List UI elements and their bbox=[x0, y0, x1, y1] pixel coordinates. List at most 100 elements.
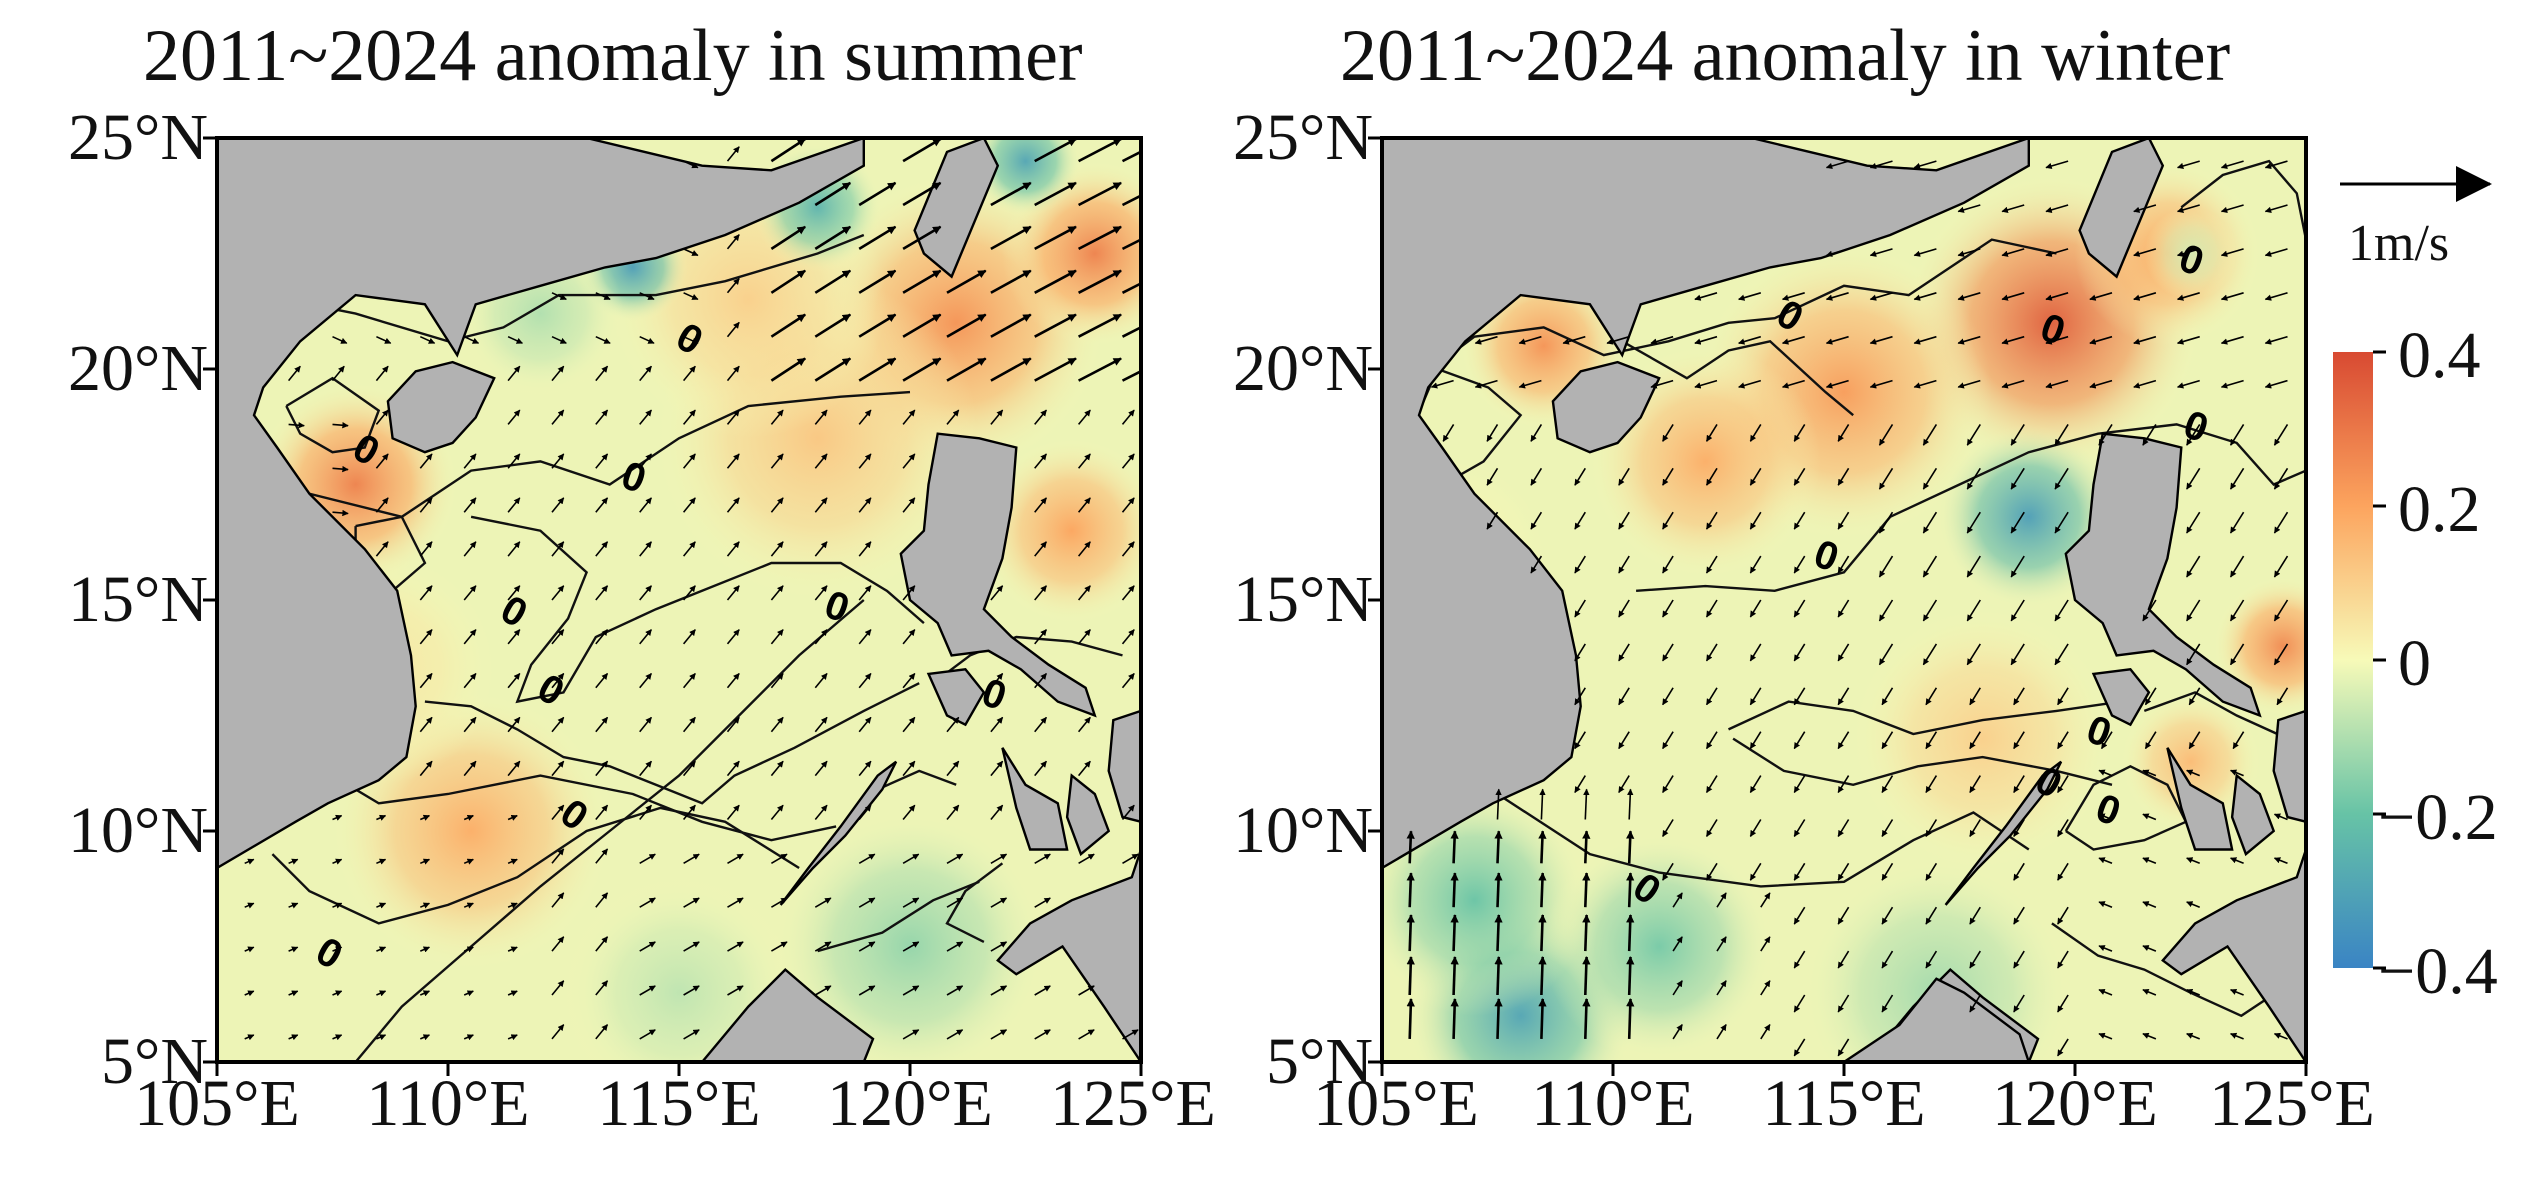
velocity-arrow bbox=[1793, 775, 1806, 794]
velocity-arrow bbox=[639, 409, 653, 425]
velocity-arrow bbox=[902, 672, 916, 689]
velocity-arrow bbox=[2098, 945, 2113, 952]
velocity-arrow bbox=[1969, 775, 1981, 794]
velocity-arrow bbox=[1034, 985, 1051, 996]
velocity-arrow bbox=[1121, 409, 1135, 425]
velocity-arrow bbox=[2229, 599, 2245, 622]
velocity-arrow bbox=[2273, 813, 2288, 821]
velocity-arrow bbox=[2264, 379, 2288, 389]
velocity-arrow bbox=[990, 585, 1004, 601]
velocity-arrow bbox=[1530, 467, 1543, 486]
velocity-arrow bbox=[1749, 555, 1762, 574]
lat-label-25n: 25°N bbox=[1232, 101, 1373, 174]
velocity-arrow bbox=[332, 422, 349, 429]
velocity-arrow bbox=[726, 672, 740, 689]
velocity-arrow bbox=[507, 760, 521, 777]
velocity-arrow bbox=[1034, 760, 1048, 777]
velocity-arrow bbox=[1662, 775, 1674, 794]
velocity-arrow bbox=[1749, 687, 1762, 706]
velocity-arrow bbox=[814, 585, 828, 601]
velocity-arrow bbox=[726, 234, 740, 250]
velocity-arrow bbox=[727, 941, 744, 952]
velocity-arrow bbox=[639, 941, 656, 952]
velocity-arrow bbox=[1450, 830, 1459, 864]
velocity-arrow bbox=[419, 990, 430, 997]
velocity-arrow bbox=[1662, 687, 1674, 706]
velocity-arrow bbox=[376, 990, 387, 997]
zero-contour-line bbox=[2051, 922, 2284, 1018]
velocity-arrow bbox=[814, 453, 828, 469]
velocity-arrow bbox=[1925, 731, 1938, 750]
velocity-arrow bbox=[990, 760, 1004, 777]
lon-label-115e: 115°E bbox=[597, 1067, 761, 1140]
velocity-arrow bbox=[332, 814, 343, 821]
velocity-arrow bbox=[2142, 857, 2157, 865]
anomaly-blob bbox=[979, 438, 1141, 624]
velocity-arrow bbox=[2273, 555, 2289, 578]
velocity-arrow bbox=[814, 225, 852, 250]
velocity-arrow bbox=[1705, 643, 1718, 662]
velocity-arrow bbox=[463, 453, 477, 469]
land-polygon bbox=[996, 849, 1141, 1062]
velocity-arrow bbox=[946, 804, 960, 821]
velocity-arrow bbox=[1034, 897, 1051, 908]
velocity-arrow bbox=[2013, 687, 2025, 706]
velocity-arrow bbox=[726, 453, 740, 469]
velocity-arrow bbox=[1749, 467, 1762, 486]
velocity-arrow bbox=[990, 357, 1032, 382]
velocity-arrow bbox=[1694, 335, 1718, 345]
velocity-arrow bbox=[595, 365, 609, 382]
velocity-arrow bbox=[2057, 687, 2069, 706]
velocity-arrow bbox=[1793, 819, 1806, 837]
velocity-arrow bbox=[2273, 857, 2288, 865]
velocity-arrow bbox=[1618, 555, 1630, 574]
land-mass bbox=[1382, 138, 2306, 1062]
anomaly-blob bbox=[1853, 609, 2112, 868]
velocity-arrow bbox=[551, 716, 565, 733]
velocity-arrow bbox=[1662, 423, 1674, 442]
velocity-arrow bbox=[1694, 292, 1718, 301]
anomaly-blob bbox=[970, 138, 1081, 217]
velocity-arrow bbox=[946, 853, 964, 864]
velocity-arrow bbox=[858, 804, 872, 821]
velocity-arrow bbox=[814, 181, 852, 207]
velocity-arrow bbox=[2010, 599, 2025, 622]
velocity-arrow bbox=[770, 269, 806, 294]
velocity-arrow bbox=[1538, 914, 1547, 952]
velocity-arrow bbox=[683, 1029, 700, 1040]
velocity-vectors bbox=[244, 138, 1141, 1041]
velocity-arrow bbox=[2010, 555, 2025, 578]
velocity-arrow bbox=[507, 409, 521, 425]
velocity-arrow bbox=[2142, 423, 2157, 446]
velocity-arrow bbox=[1442, 423, 1455, 442]
velocity-arrow bbox=[1881, 994, 1894, 1013]
velocity-arrow bbox=[1922, 555, 1938, 578]
velocity-arrow bbox=[1034, 225, 1077, 251]
velocity-arrow bbox=[639, 716, 653, 733]
velocity-arrow bbox=[1034, 672, 1048, 689]
velocity-arrow bbox=[2010, 423, 2025, 446]
colorbar-tick-label: −0.2 bbox=[2378, 781, 2498, 854]
velocity-arrow bbox=[419, 335, 436, 344]
velocity-arrow bbox=[595, 541, 609, 557]
velocity-arrow bbox=[1837, 643, 1850, 662]
zero-contour-line bbox=[239, 390, 911, 519]
velocity-arrow bbox=[2057, 950, 2069, 969]
velocity-arrow bbox=[2010, 643, 2025, 666]
velocity-arrow bbox=[2142, 769, 2157, 777]
velocity-arrow bbox=[2045, 204, 2069, 213]
velocity-arrow bbox=[2089, 335, 2113, 345]
velocity-arrow bbox=[2220, 160, 2244, 170]
velocity-arrow bbox=[2276, 687, 2289, 706]
velocity-arrow bbox=[595, 292, 611, 301]
velocity-arrow bbox=[1574, 555, 1586, 574]
velocity-arrow bbox=[770, 897, 788, 908]
velocity-arrow bbox=[1077, 497, 1091, 513]
velocity-arrow bbox=[507, 990, 518, 997]
velocity-arrow bbox=[2142, 813, 2157, 821]
velocity-arrow bbox=[2176, 379, 2200, 389]
velocity-arrow bbox=[639, 804, 653, 821]
velocity-arrow bbox=[2176, 204, 2200, 213]
velocity-arrow bbox=[1486, 423, 1499, 442]
